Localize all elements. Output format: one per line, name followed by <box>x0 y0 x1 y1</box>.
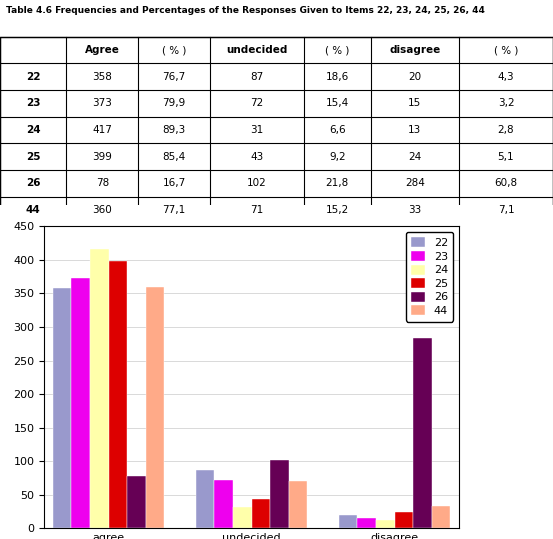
Bar <box>108 260 127 528</box>
Text: 24: 24 <box>408 151 421 162</box>
Text: ( % ): ( % ) <box>325 45 349 55</box>
Text: 72: 72 <box>251 99 264 108</box>
Text: 18,6: 18,6 <box>326 72 349 82</box>
Text: 284: 284 <box>405 178 425 188</box>
Text: 15: 15 <box>408 99 421 108</box>
Text: 7,1: 7,1 <box>498 205 514 215</box>
Text: 9,2: 9,2 <box>329 151 346 162</box>
Text: Agree: Agree <box>85 45 120 55</box>
Bar <box>252 499 270 528</box>
Text: 71: 71 <box>251 205 264 215</box>
Bar <box>146 287 164 528</box>
Text: 16,7: 16,7 <box>163 178 186 188</box>
Text: 26: 26 <box>26 178 40 188</box>
Text: 15,2: 15,2 <box>326 205 349 215</box>
Text: 43: 43 <box>251 151 264 162</box>
Text: 417: 417 <box>92 125 112 135</box>
Bar <box>270 460 289 528</box>
Bar <box>395 512 413 528</box>
FancyBboxPatch shape <box>0 37 553 223</box>
Text: 79,9: 79,9 <box>163 99 186 108</box>
Bar <box>339 515 357 528</box>
Bar <box>376 520 395 528</box>
Text: 24: 24 <box>26 125 40 135</box>
Text: 87: 87 <box>251 72 264 82</box>
Text: 77,1: 77,1 <box>163 205 186 215</box>
Text: 44: 44 <box>26 205 40 215</box>
Text: 15,4: 15,4 <box>326 99 349 108</box>
Text: 78: 78 <box>96 178 109 188</box>
Text: 102: 102 <box>247 178 267 188</box>
Text: 25: 25 <box>26 151 40 162</box>
Text: disagree: disagree <box>389 45 440 55</box>
Text: 3,2: 3,2 <box>498 99 514 108</box>
Bar <box>196 470 215 528</box>
Text: 399: 399 <box>92 151 112 162</box>
Text: undecided: undecided <box>227 45 288 55</box>
Bar <box>215 480 233 528</box>
Bar <box>413 338 432 528</box>
Text: 13: 13 <box>408 125 421 135</box>
Text: 23: 23 <box>26 99 40 108</box>
Text: 4,3: 4,3 <box>498 72 514 82</box>
Text: 360: 360 <box>92 205 112 215</box>
Bar <box>127 476 146 528</box>
Text: 5,1: 5,1 <box>498 151 514 162</box>
Text: 85,4: 85,4 <box>163 151 186 162</box>
Legend: 22, 23, 24, 25, 26, 44: 22, 23, 24, 25, 26, 44 <box>406 232 453 322</box>
Text: 20: 20 <box>408 72 421 82</box>
Bar <box>233 507 252 528</box>
Text: Table 4.6 Frequencies and Percentages of the Responses Given to Items 22, 23, 24: Table 4.6 Frequencies and Percentages of… <box>6 6 484 15</box>
Text: 22: 22 <box>26 72 40 82</box>
Bar <box>90 248 108 528</box>
Text: 6,6: 6,6 <box>329 125 346 135</box>
Bar <box>432 506 450 528</box>
Text: 373: 373 <box>92 99 112 108</box>
Text: ( % ): ( % ) <box>162 45 186 55</box>
Text: 2,8: 2,8 <box>498 125 514 135</box>
Bar <box>71 278 90 528</box>
Bar <box>357 518 376 528</box>
Text: 31: 31 <box>251 125 264 135</box>
Bar <box>289 481 307 528</box>
Text: 89,3: 89,3 <box>163 125 186 135</box>
Text: ( % ): ( % ) <box>494 45 518 55</box>
Text: 76,7: 76,7 <box>163 72 186 82</box>
Text: 60,8: 60,8 <box>494 178 518 188</box>
Text: 33: 33 <box>408 205 421 215</box>
Bar <box>53 288 71 528</box>
Text: 21,8: 21,8 <box>326 178 349 188</box>
Text: 358: 358 <box>92 72 112 82</box>
